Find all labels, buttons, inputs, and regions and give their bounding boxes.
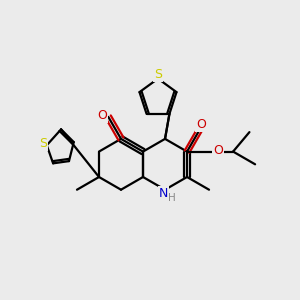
Text: H: H	[168, 193, 176, 203]
Text: O: O	[213, 143, 223, 157]
Text: O: O	[97, 109, 107, 122]
Text: O: O	[196, 118, 206, 131]
Text: S: S	[154, 68, 162, 81]
Text: N: N	[159, 187, 168, 200]
Text: S: S	[39, 137, 47, 150]
